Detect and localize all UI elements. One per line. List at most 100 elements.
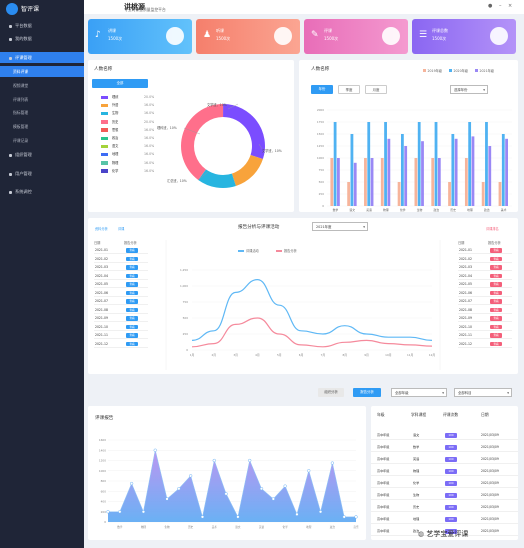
- bar-0-10[interactable]: [498, 182, 502, 206]
- area-point-5[interactable]: [165, 497, 169, 501]
- stat-card-2[interactable]: ✎ 评课 1500次: [304, 19, 408, 54]
- year-select[interactable]: 选择年份 ▾: [450, 85, 488, 94]
- bar-0-0[interactable]: [330, 158, 334, 206]
- right-table-view-button[interactable]: 查看: [490, 341, 502, 346]
- sidebar-item-2[interactable]: 评课管理: [0, 52, 84, 63]
- left-table-view-button[interactable]: 查看: [126, 341, 138, 346]
- bar-0-4[interactable]: [397, 182, 401, 206]
- donut-tab-all[interactable]: 全部: [92, 79, 148, 88]
- org-analysis-button[interactable]: 组织分析: [318, 388, 344, 397]
- area-point-12[interactable]: [248, 458, 252, 463]
- left-table-view-button[interactable]: 查看: [126, 290, 138, 295]
- right-table-view-button[interactable]: 查看: [490, 248, 502, 253]
- area-point-17[interactable]: [307, 469, 311, 473]
- bar-2-1[interactable]: [353, 162, 357, 206]
- bar-2-3[interactable]: [387, 138, 391, 206]
- bar-0-1[interactable]: [347, 182, 351, 206]
- bar-0-9[interactable]: [481, 182, 485, 206]
- bar-1-10[interactable]: [501, 134, 505, 206]
- bar-1-6[interactable]: [434, 122, 438, 206]
- sidebar-item-5[interactable]: 评课列表: [0, 94, 84, 105]
- right-table-view-button[interactable]: 查看: [490, 256, 502, 261]
- bar-2-9[interactable]: [488, 146, 492, 206]
- donut-slice-1[interactable]: [231, 155, 263, 186]
- bar-2-5[interactable]: [421, 141, 424, 206]
- area-point-3[interactable]: [141, 510, 146, 514]
- bar-1-9[interactable]: [485, 122, 488, 206]
- right-table-view-button[interactable]: 查看: [490, 290, 502, 295]
- left-table-view-button[interactable]: 查看: [126, 324, 138, 329]
- area-point-14[interactable]: [271, 497, 275, 501]
- donut-slice-0[interactable]: [223, 104, 265, 160]
- sidebar-item-3[interactable]: 资料评课: [0, 66, 84, 77]
- right-table-view-button[interactable]: 查看: [490, 265, 502, 270]
- subject-select[interactable]: 全部科目 ▾: [454, 388, 512, 397]
- area-point-18[interactable]: [318, 510, 323, 514]
- sidebar-item-11[interactable]: 系统调控: [0, 186, 84, 197]
- sidebar-item-4[interactable]: 视频课堂: [0, 80, 84, 91]
- bar-0-6[interactable]: [431, 158, 435, 206]
- left-table-view-button[interactable]: 查看: [126, 248, 138, 253]
- bar-1-8[interactable]: [468, 122, 472, 206]
- area-point-11[interactable]: [236, 515, 240, 519]
- sidebar-item-9[interactable]: 组织管理: [0, 149, 84, 160]
- sidebar-item-6[interactable]: 指标管理: [0, 107, 84, 118]
- area-point-20[interactable]: [342, 515, 346, 519]
- bar-2-8[interactable]: [471, 136, 475, 206]
- left-table-view-button[interactable]: 查看: [126, 282, 138, 287]
- minimize-icon[interactable]: –: [499, 3, 502, 9]
- user-icon[interactable]: ●: [488, 3, 493, 9]
- bar-2-10[interactable]: [505, 138, 508, 206]
- bar-tab-2[interactable]: 月度: [365, 85, 387, 94]
- sidebar-item-8[interactable]: 评课记录: [0, 135, 84, 146]
- bar-0-7[interactable]: [448, 182, 451, 206]
- area-point-2[interactable]: [129, 481, 134, 486]
- stat-card-0[interactable]: ♪ 讲课 1500次: [88, 19, 192, 54]
- bar-2-7[interactable]: [454, 138, 458, 206]
- sidebar-item-1[interactable]: 我的数据: [0, 33, 84, 44]
- right-table-view-button[interactable]: 查看: [490, 316, 502, 321]
- area-point-7[interactable]: [189, 474, 193, 478]
- bar-tab-0[interactable]: 年份: [311, 85, 333, 94]
- area-point-10[interactable]: [224, 492, 228, 496]
- left-table-view-button[interactable]: 查看: [126, 307, 138, 312]
- sidebar-item-10[interactable]: 用户管理: [0, 168, 84, 179]
- bar-1-7[interactable]: [451, 134, 455, 206]
- bar-0-5[interactable]: [414, 158, 418, 206]
- left-table-view-button[interactable]: 查看: [126, 265, 138, 270]
- area-point-6[interactable]: [177, 487, 181, 491]
- left-table-view-button[interactable]: 查看: [126, 333, 138, 338]
- right-table-view-button[interactable]: 查看: [490, 324, 502, 329]
- left-table-view-button[interactable]: 查看: [126, 316, 138, 321]
- bar-0-3[interactable]: [380, 158, 384, 206]
- bar-1-1[interactable]: [350, 134, 354, 206]
- bar-tab-1[interactable]: 季度: [338, 85, 360, 94]
- donut-slice-3[interactable]: [181, 104, 224, 180]
- right-table-view-button[interactable]: 查看: [490, 307, 502, 312]
- area-point-21[interactable]: [354, 515, 358, 519]
- area-point-13[interactable]: [259, 487, 264, 491]
- sidebar-item-0[interactable]: 平台数据: [0, 20, 84, 31]
- bar-1-3[interactable]: [384, 122, 387, 206]
- report-analysis-button[interactable]: 报告分析: [353, 388, 381, 397]
- area-point-4[interactable]: [153, 448, 157, 452]
- area-point-15[interactable]: [283, 484, 287, 488]
- area-point-0[interactable]: [106, 510, 110, 514]
- bar-2-6[interactable]: [437, 158, 441, 206]
- left-table-view-button[interactable]: 查看: [126, 273, 138, 278]
- bar-2-2[interactable]: [370, 158, 374, 206]
- right-table-view-button[interactable]: 查看: [490, 333, 502, 338]
- area-point-8[interactable]: [200, 515, 205, 519]
- bar-2-4[interactable]: [404, 146, 408, 206]
- donut-slice-2[interactable]: [198, 169, 236, 189]
- grade-select[interactable]: 全部年级 ▾: [391, 388, 447, 397]
- area-point-9[interactable]: [212, 458, 216, 463]
- close-icon[interactable]: ×: [508, 3, 513, 9]
- bar-1-2[interactable]: [367, 122, 371, 206]
- area-point-19[interactable]: [330, 461, 335, 465]
- right-table-view-button[interactable]: 查看: [490, 273, 502, 278]
- bar-2-0[interactable]: [337, 158, 340, 206]
- area-point-16[interactable]: [295, 512, 299, 516]
- activity-year-select[interactable]: 2021年度 ▾: [312, 222, 368, 231]
- stat-card-1[interactable]: ♟ 听课 1500次: [196, 19, 300, 54]
